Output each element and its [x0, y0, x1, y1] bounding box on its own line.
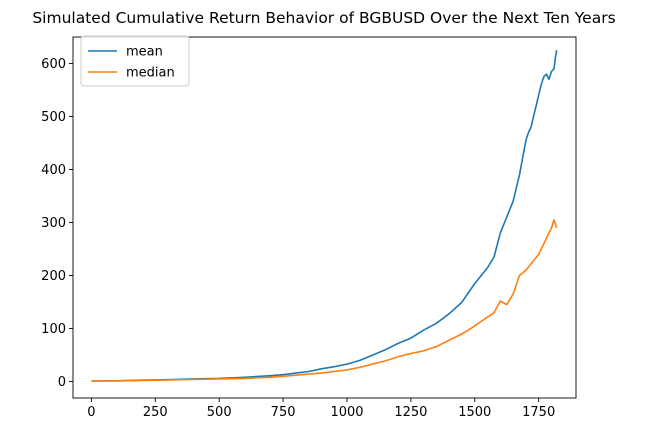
y-axis: 0 100 200 300 400 500 600	[41, 57, 73, 390]
y-tick-label: 100	[41, 322, 66, 337]
y-tick-label: 300	[41, 216, 66, 231]
x-tick-label: 0	[87, 405, 95, 420]
x-tick-label: 1000	[330, 405, 363, 420]
y-tick-label: 0	[58, 375, 66, 390]
y-tick-label: 500	[41, 110, 66, 125]
x-tick-label: 500	[207, 405, 232, 420]
legend-label-median: median	[126, 66, 175, 81]
x-tick-label: 1250	[394, 405, 427, 420]
series-line-mean	[91, 50, 558, 382]
x-tick-label: 1750	[522, 405, 555, 420]
x-tick-label: 250	[143, 405, 168, 420]
legend-label-mean: mean	[126, 45, 163, 60]
plot-frame	[72, 36, 577, 399]
chart-title: Simulated Cumulative Return Behavior of …	[32, 9, 615, 27]
x-tick-label: 1500	[458, 405, 491, 420]
plot-area	[73, 37, 576, 398]
y-tick-label: 400	[41, 163, 66, 178]
y-tick-label: 200	[41, 269, 66, 284]
legend: mean median	[80, 35, 190, 87]
x-axis: 0 250 500 750 1000 1250 1500 1750	[87, 398, 555, 420]
legend-box	[80, 35, 190, 87]
x-tick-label: 750	[271, 405, 296, 420]
series-line-median	[91, 219, 558, 382]
series-layer	[91, 50, 558, 382]
y-tick-label: 600	[41, 57, 66, 72]
